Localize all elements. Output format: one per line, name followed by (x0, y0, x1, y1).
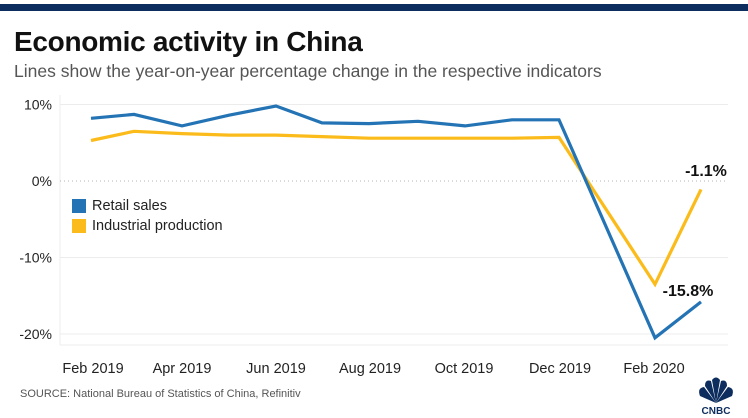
x-tick-label: Aug 2019 (339, 361, 401, 377)
industrial-last-value-label: -1.1% (685, 163, 727, 180)
x-tick-label: Feb 2020 (623, 361, 684, 377)
industrial-production-line (90, 129, 703, 288)
y-tick-label: -10% (19, 250, 52, 266)
x-tick-label: Oct 2019 (435, 361, 494, 377)
legend-item-retail-sales: Retail sales (72, 196, 223, 216)
chart-title: Economic activity in China (14, 26, 363, 57)
legend-swatch-retail (72, 199, 86, 213)
legend: Retail sales Industrial production (72, 196, 223, 236)
source-note: SOURCE: National Bureau of Statistics of… (20, 388, 301, 400)
x-tick-label: Jun 2019 (246, 361, 306, 377)
top-bar (0, 4, 748, 11)
legend-swatch-industrial (72, 219, 86, 233)
y-tick-label: -20% (19, 326, 52, 342)
legend-label: Retail sales (92, 198, 167, 214)
x-tick-label: Apr 2019 (153, 361, 212, 377)
gridlines (59, 95, 728, 346)
value-labels: -1.1% -15.8% (663, 163, 727, 300)
x-tick-label: Dec 2019 (529, 361, 591, 377)
legend-label: Industrial production (92, 218, 223, 234)
y-tick-label: 10% (24, 97, 52, 113)
retail-last-value-label: -15.8% (663, 283, 714, 300)
x-tick-label: Feb 2019 (62, 361, 123, 377)
y-tick-label: 0% (32, 173, 52, 189)
chart-subtitle: Lines show the year-on-year percentage c… (14, 61, 602, 81)
legend-item-industrial-production: Industrial production (72, 216, 223, 236)
x-axis-ticks: Feb 2019 Apr 2019 Jun 2019 Aug 2019 Oct 2019… (62, 361, 684, 377)
retail-sales-line (90, 104, 702, 341)
cnbc-logo-icon: CNBC (699, 377, 733, 416)
series-lines (90, 104, 703, 341)
y-axis-ticks: 10% 0% -10% -20% (19, 97, 52, 343)
svg-text:CNBC: CNBC (702, 406, 731, 416)
